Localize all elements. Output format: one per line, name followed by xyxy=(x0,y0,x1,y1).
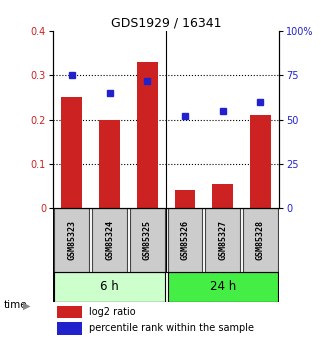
Text: GSM85325: GSM85325 xyxy=(143,220,152,260)
Bar xyxy=(55,272,165,302)
Bar xyxy=(57,306,82,318)
Bar xyxy=(92,208,127,272)
Bar xyxy=(168,272,278,302)
Text: ▶: ▶ xyxy=(23,300,30,310)
Bar xyxy=(175,190,195,208)
Text: percentile rank within the sample: percentile rank within the sample xyxy=(89,323,254,333)
Text: log2 ratio: log2 ratio xyxy=(89,307,135,317)
Text: GSM85324: GSM85324 xyxy=(105,220,114,260)
Bar xyxy=(243,208,278,272)
Text: GSM85328: GSM85328 xyxy=(256,220,265,260)
Bar xyxy=(55,208,89,272)
Text: GSM85323: GSM85323 xyxy=(67,220,76,260)
Text: GSM85327: GSM85327 xyxy=(218,220,227,260)
Bar xyxy=(212,184,233,208)
Bar xyxy=(57,322,82,335)
Text: 6 h: 6 h xyxy=(100,280,119,294)
Text: GSM85326: GSM85326 xyxy=(180,220,189,260)
Bar xyxy=(130,208,165,272)
Bar xyxy=(250,115,271,208)
Text: time: time xyxy=(3,300,27,310)
Bar xyxy=(137,62,158,208)
Bar xyxy=(99,120,120,208)
Bar xyxy=(205,208,240,272)
Text: 24 h: 24 h xyxy=(210,280,236,294)
Title: GDS1929 / 16341: GDS1929 / 16341 xyxy=(111,17,221,30)
Bar xyxy=(168,208,202,272)
Bar xyxy=(61,97,82,208)
